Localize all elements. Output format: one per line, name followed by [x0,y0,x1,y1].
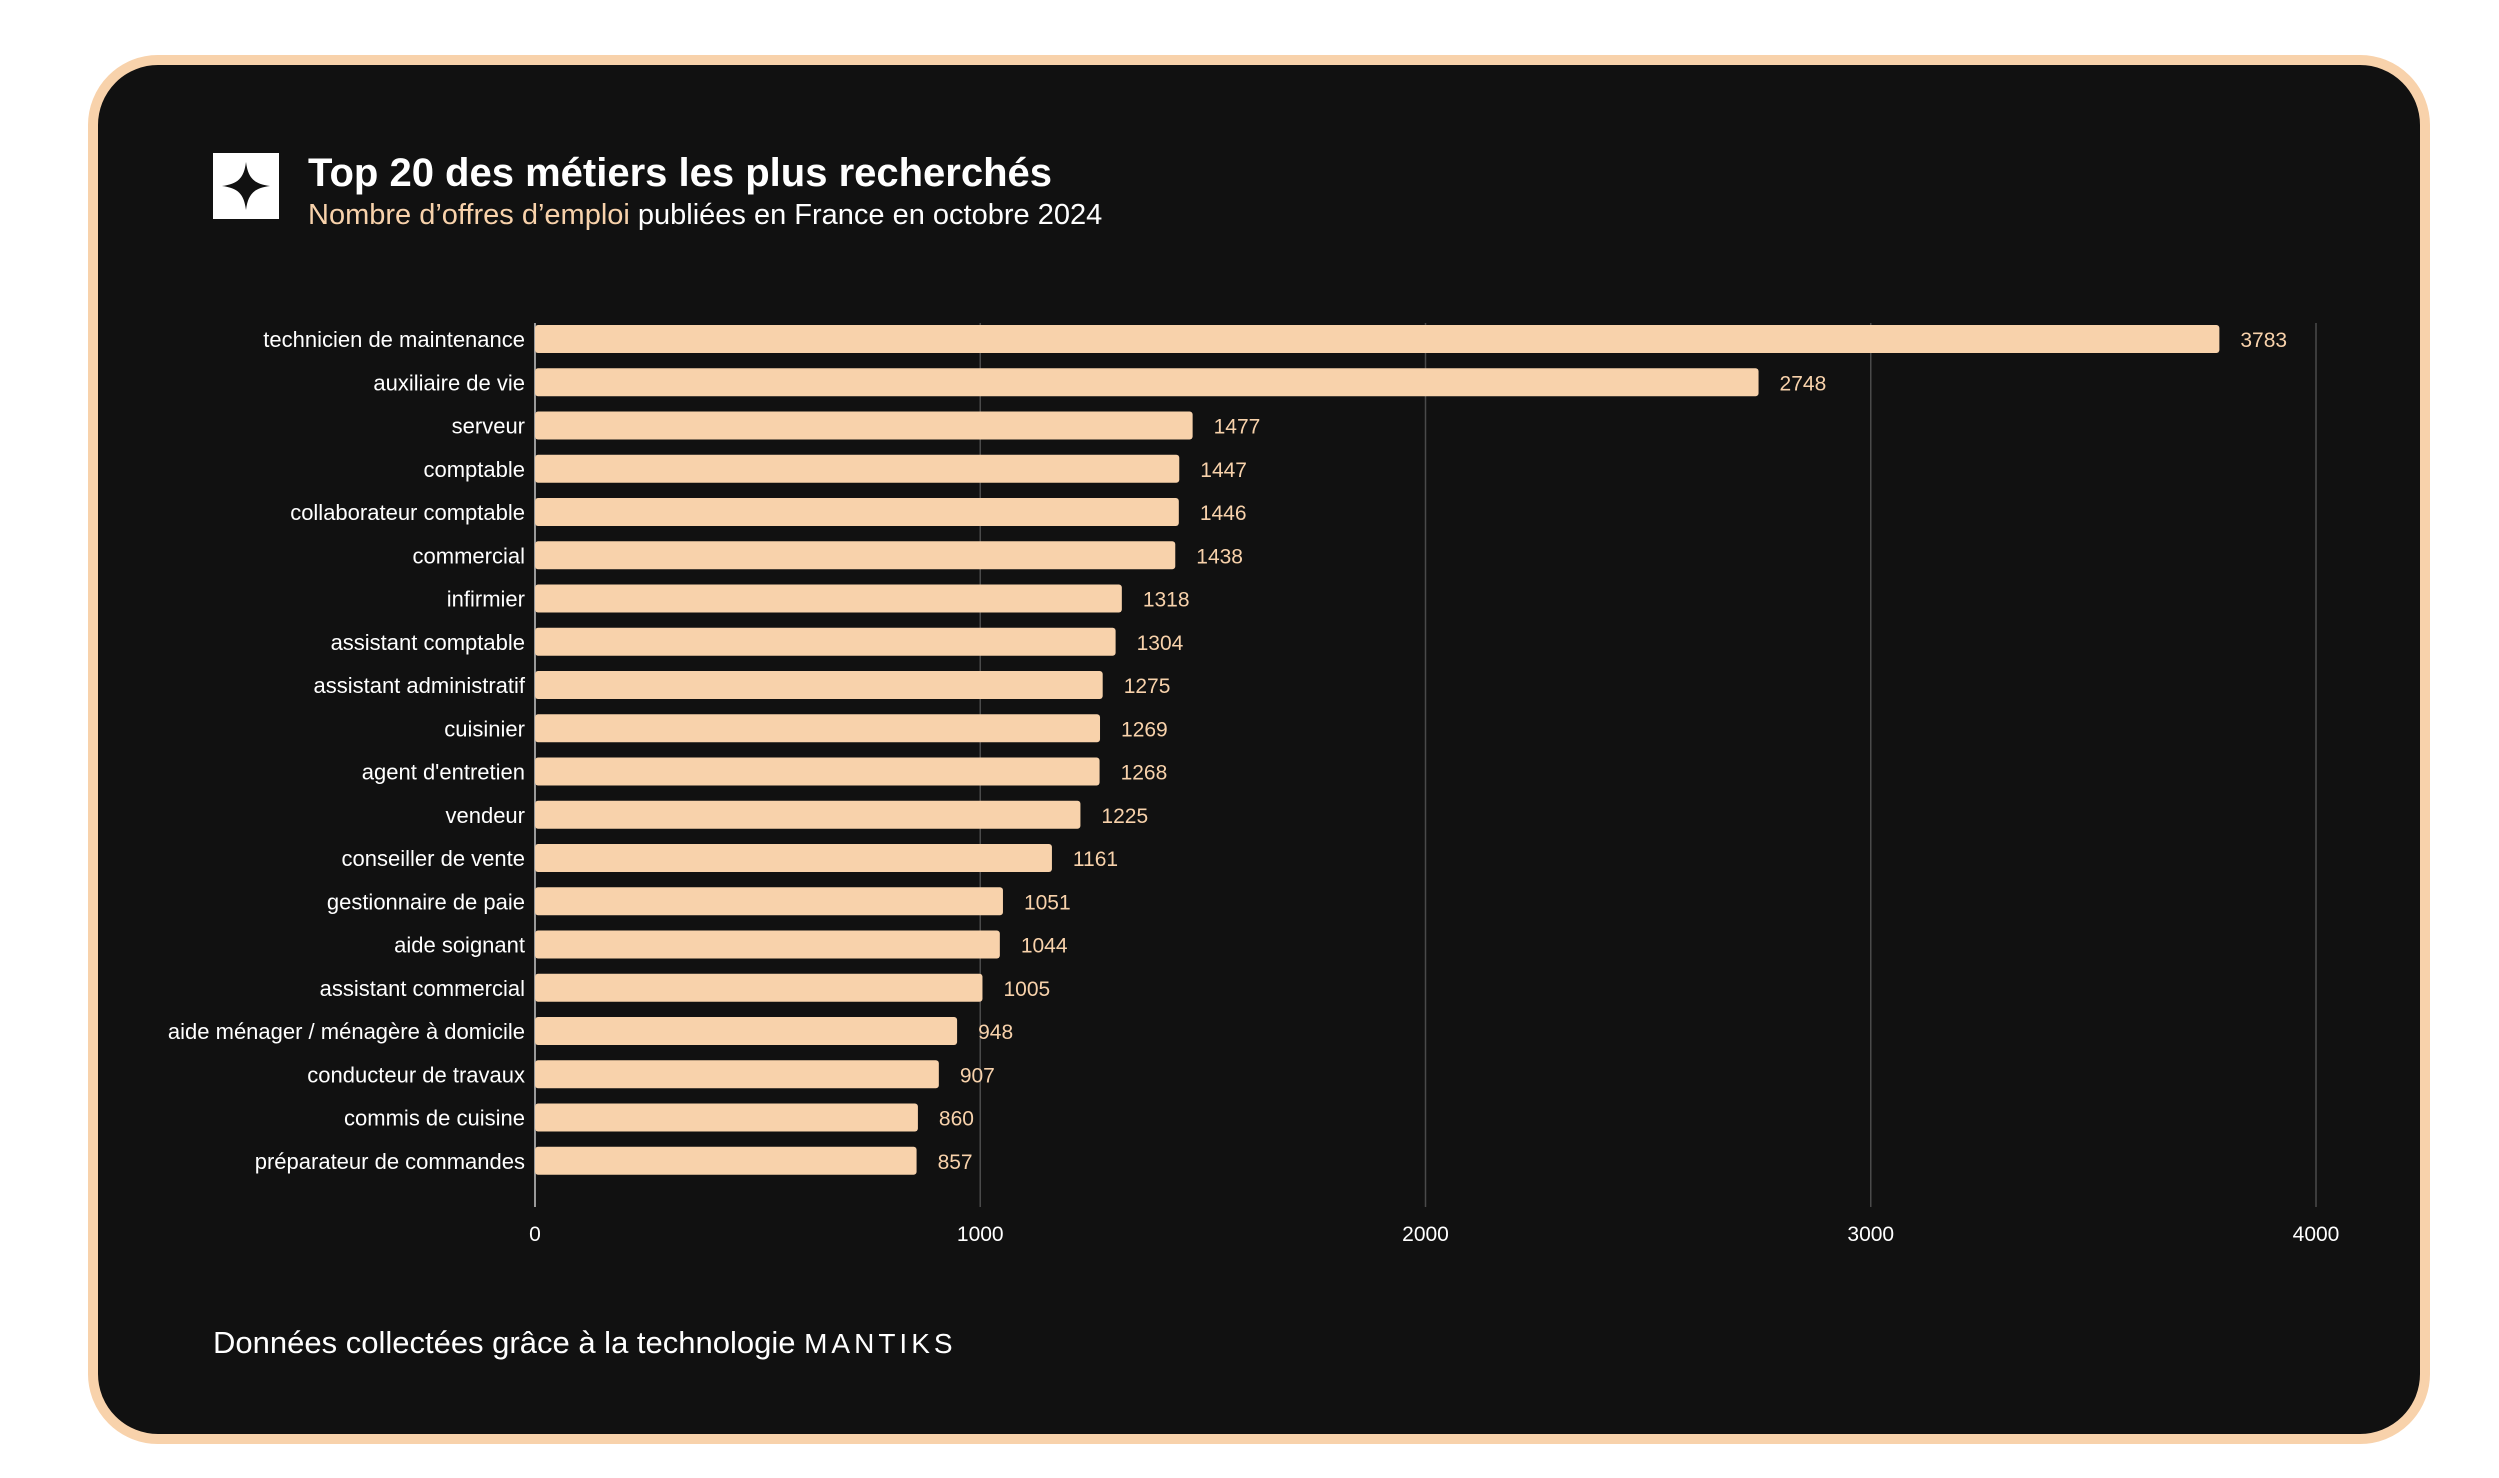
category-label: agent d'entretien [362,760,525,785]
value-label: 1447 [1200,459,1247,482]
value-label: 948 [978,1021,1013,1044]
value-label: 1438 [1196,545,1243,568]
category-label: collaborateur comptable [290,500,525,525]
category-label: assistant commercial [320,976,525,1001]
value-label: 1275 [1124,675,1171,698]
x-tick-label: 2000 [1402,1223,1449,1246]
bar [535,1017,958,1045]
bar [535,800,1081,829]
value-label: 1269 [1121,718,1168,741]
value-label: 1225 [1101,805,1148,828]
bar [535,844,1052,872]
x-tick-label: 0 [529,1223,541,1246]
category-label: conseiller de vente [342,846,525,871]
category-label: assistant comptable [331,630,525,655]
bar-chart: 0 1000 2000 3000 4000 technicien de maintenan… [168,323,2340,1246]
category-label: commis de cuisine [344,1106,525,1131]
category-label: vendeur [445,803,525,828]
bar [535,411,1193,440]
x-tick-label: 4000 [2293,1223,2340,1246]
chart-subtitle: Nombre d’offres d’emploi publiées en Fra… [308,199,1102,232]
value-label: 860 [939,1108,974,1131]
bar [535,671,1103,699]
category-label: infirmier [447,587,525,612]
bar [535,584,1122,613]
value-label: 1446 [1200,502,1247,525]
bar [535,887,1003,916]
value-label: 3783 [2240,329,2287,352]
value-label: 1268 [1121,762,1168,785]
bar [535,454,1180,483]
value-label: 1051 [1024,891,1071,914]
bar [535,368,1759,397]
value-label: 1161 [1073,848,1118,871]
value-label: 907 [960,1064,995,1087]
bar [535,1060,939,1089]
bar [535,627,1116,656]
value-label: 2748 [1780,372,1827,395]
value-label: 1318 [1143,589,1190,612]
value-label: 857 [938,1151,973,1174]
bar [535,1103,918,1132]
chart-title: Top 20 des métiers les plus recherchés [308,151,1053,195]
bar [535,541,1176,570]
footer-credit: Données collectées grâce à la technologi… [213,1325,957,1361]
value-label: 1304 [1137,632,1184,655]
category-label: assistant administratif [313,673,525,698]
category-label: gestionnaire de paie [327,889,525,914]
category-label: serveur [452,414,525,439]
category-label: aide soignant [394,933,525,958]
chart-card: Top 20 des métiers les plus recherchés N… [88,55,2430,1444]
category-label: aide ménager / ménagère à domicile [168,1019,525,1044]
category-label: technicien de maintenance [263,327,525,352]
footer-text: Données collectées grâce à la technologi… [213,1325,805,1360]
category-label: auxiliaire de vie [373,370,525,395]
bar [535,714,1101,743]
value-label: 1044 [1021,935,1068,958]
category-label: commercial [413,543,525,568]
bar [535,757,1100,786]
bar [535,325,2220,353]
star-glyph [222,162,270,210]
bar [535,1146,917,1175]
brand-name: MANTIKS [804,1328,957,1359]
subtitle-accent: Nombre d’offres d’emploi [308,199,630,231]
category-label: conducteur de travaux [307,1062,525,1087]
bar [535,973,983,1002]
category-label: cuisinier [444,716,525,741]
bar [535,930,1000,959]
value-label: 1005 [1003,978,1050,1001]
category-label: préparateur de commandes [255,1149,525,1174]
value-label: 1477 [1214,416,1261,439]
subtitle-rest: publiées en France en octobre 2024 [629,199,1103,231]
four-point-star-icon [213,153,279,219]
bar [535,498,1179,526]
x-tick-label: 1000 [957,1223,1004,1246]
x-tick-label: 3000 [1847,1223,1894,1246]
category-label: comptable [423,457,525,482]
